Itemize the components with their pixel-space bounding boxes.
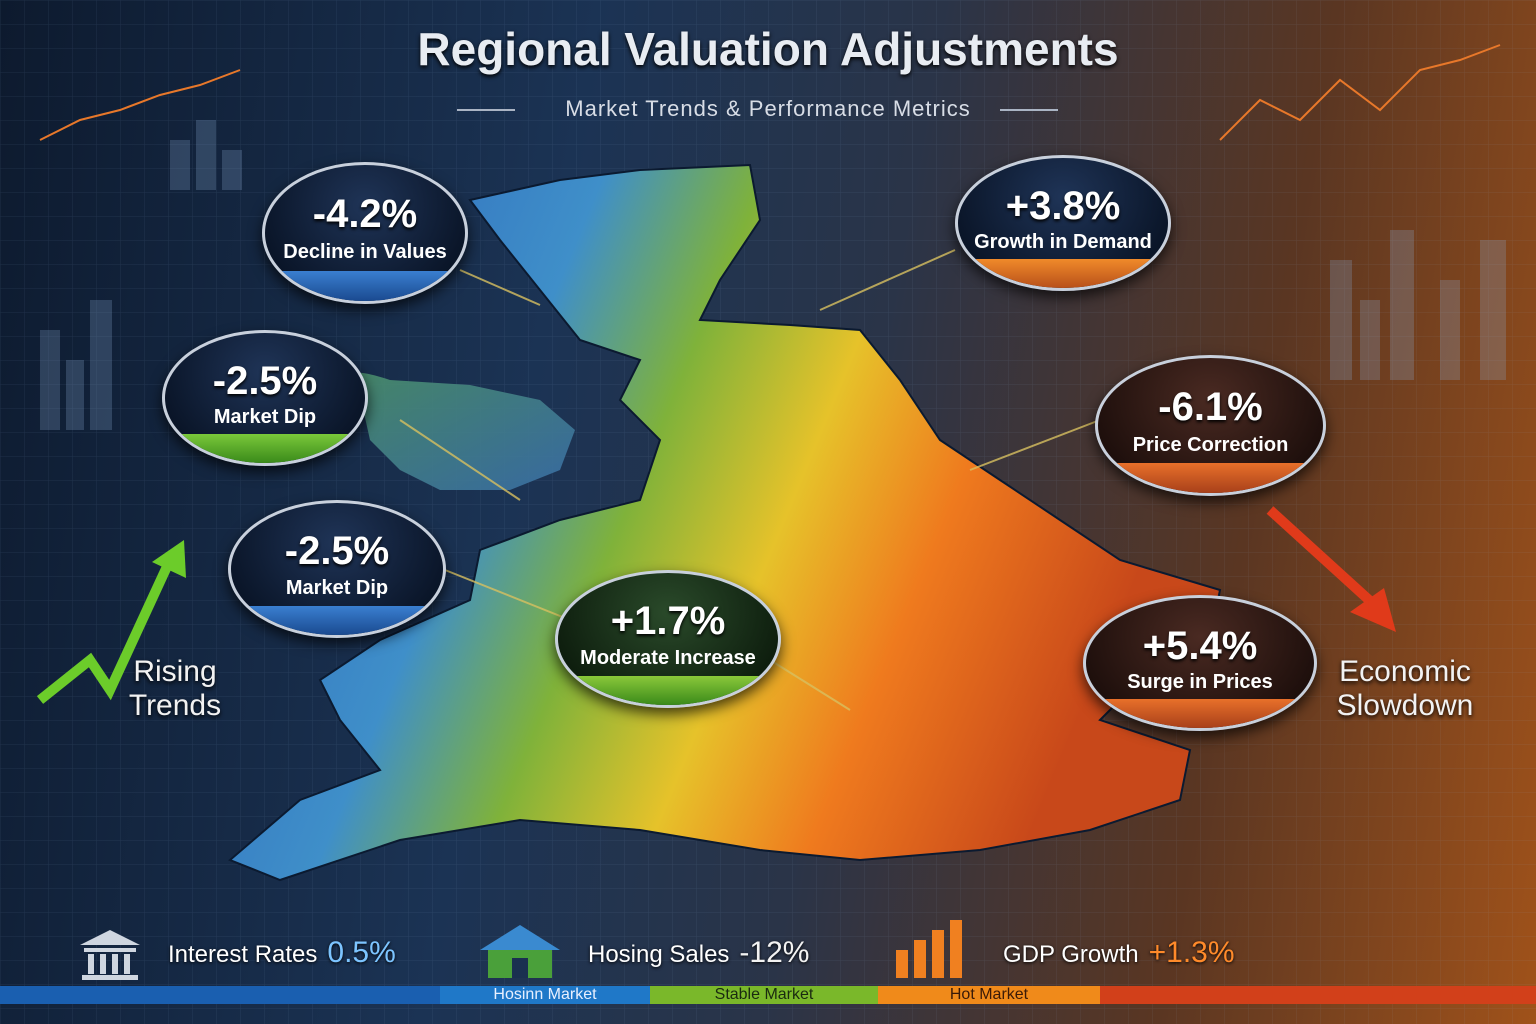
callout: +1.7% Moderate Increase (555, 570, 781, 708)
indicator-value: -12% (739, 936, 810, 969)
callout-band (958, 259, 1168, 288)
callout-value: +3.8% (1005, 184, 1121, 228)
callout: -4.2% Decline in Values (262, 162, 468, 304)
indicator: Interest Rates 0.5% (168, 936, 396, 970)
callout-value: -2.5% (212, 359, 318, 403)
indicator-label: Interest Rates (168, 941, 318, 968)
indicator-label: GDP Growth (1003, 941, 1139, 968)
callout: +5.4% Surge in Prices (1083, 595, 1317, 731)
indicator-label: Hosing Sales (588, 941, 730, 968)
side-label: Rising Trends (128, 655, 222, 722)
callout-value: -6.1% (1158, 385, 1263, 429)
callout: +3.8% Growth in Demand (955, 155, 1171, 291)
callout-label: Market Dip (285, 576, 389, 599)
callout-label: Growth in Demand (974, 230, 1152, 253)
legend-label: Hosinn Market (493, 986, 597, 1003)
callout-band (265, 271, 465, 301)
callout-label: Price Correction (1132, 433, 1289, 456)
callout-band (165, 434, 365, 463)
callout: -2.5% Market Dip (228, 500, 446, 638)
subtitle: Market Trends & Performance Metrics (565, 96, 971, 121)
callout-value: -4.2% (312, 192, 418, 237)
legend-label: Hot Market (949, 986, 1029, 1003)
callout-label: Surge in Prices (1127, 670, 1273, 693)
divider (457, 109, 515, 111)
callout: -6.1% Price Correction (1095, 355, 1326, 496)
callout-band (558, 675, 778, 705)
indicator-value: +1.3% (1148, 936, 1235, 969)
callout-label: Market Dip (213, 405, 317, 428)
callout-value: +5.4% (1142, 624, 1258, 668)
callout-value: +1.7% (610, 599, 726, 644)
callout-band (1098, 463, 1323, 493)
divider (1000, 109, 1058, 111)
callout: -2.5% Market Dip (162, 330, 368, 466)
callout-band (1086, 699, 1314, 728)
callout-band (231, 605, 443, 635)
indicator: Hosing Sales -12% (588, 936, 809, 970)
callout-label: Moderate Increase (580, 646, 756, 669)
side-label: Economic Slowdown (1336, 655, 1474, 722)
indicator-value: 0.5% (327, 936, 396, 969)
indicator: GDP Growth +1.3% (1003, 936, 1235, 970)
callout-value: -2.5% (284, 529, 390, 574)
legend-label: Stable Market (714, 986, 814, 1003)
title: Regional Valuation Adjustments (417, 23, 1119, 75)
callout-label: Decline in Values (283, 241, 447, 264)
